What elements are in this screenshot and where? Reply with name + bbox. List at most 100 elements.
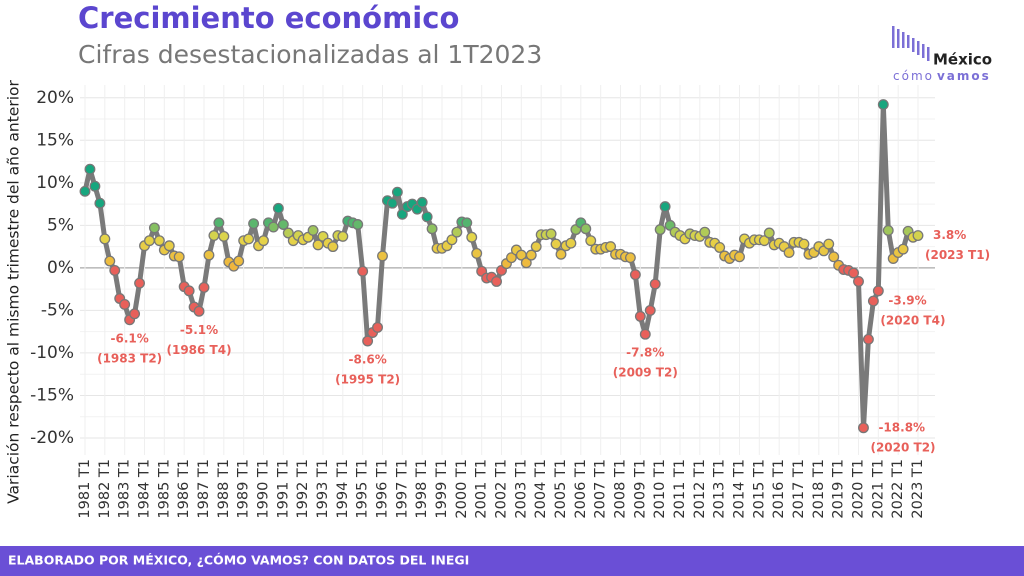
x-tick-label: 2013 T1 [712,459,728,519]
point [89,180,101,192]
x-tick-label: 2000 T1 [454,459,470,519]
point [148,222,160,234]
point [634,310,646,322]
point [218,230,230,242]
point [624,252,636,264]
data-label: 3.8% [933,228,966,242]
point [897,243,909,255]
x-tick-label: 2012 T1 [692,459,708,519]
x-tick-label: 2018 T1 [811,459,827,519]
point [654,224,666,236]
y-tick-label: 15% [36,130,74,150]
data-label: -6.1% [110,331,148,345]
x-tick-label: 1989 T1 [236,459,252,519]
data-label: -8.6% [348,353,386,367]
marks [79,99,924,434]
point [580,223,592,235]
point [734,251,745,263]
point [629,269,641,281]
x-tick-label: 1995 T1 [355,459,371,519]
point [337,230,349,242]
point [193,305,205,317]
point [471,247,483,259]
x-tick-label: 2022 T1 [890,459,906,519]
x-tick-label: 2019 T1 [831,459,847,519]
x-tick-label: 1993 T1 [315,459,331,519]
point [853,276,864,287]
x-tick-label: 2017 T1 [791,459,807,519]
point [396,208,408,220]
point [763,227,775,239]
point [307,224,319,236]
x-tick-label: 1985 T1 [156,459,172,519]
point [99,233,111,245]
data-note: (2023 T1) [925,248,990,262]
point [867,295,879,307]
point [585,235,597,247]
x-tick-label: 1983 T1 [117,459,133,519]
point [213,217,225,229]
x-tick-label: 1997 T1 [394,459,410,519]
y-tick-label: -5% [41,300,74,320]
x-tick-label: 2014 T1 [732,459,748,519]
x-tick-label: 2021 T1 [870,459,886,519]
x-tick-label: 1986 T1 [176,459,192,519]
point [129,308,141,320]
point [505,252,517,264]
logo-tagline-light: cómo [893,69,934,83]
x-tick-label: 1996 T1 [375,459,391,519]
point [163,240,175,252]
point [530,241,542,253]
point [173,251,185,263]
x-tick-label: 2015 T1 [751,459,767,519]
y-axis-title: Variación respecto al mismo trimestre de… [5,80,23,504]
point [823,238,835,250]
point [912,230,924,242]
point [267,221,279,233]
point [94,197,106,209]
point [233,255,245,267]
point [758,235,770,247]
x-tick-label: 2011 T1 [672,459,688,519]
point [153,235,165,247]
point [639,328,651,340]
point [451,226,463,238]
point [659,201,671,213]
point [555,248,567,260]
y-tick-label: 5% [47,215,74,235]
y-tick-label: 10% [36,173,74,193]
point [352,219,364,230]
point [848,267,859,279]
x-tick-label: 2002 T1 [494,459,510,519]
point [372,321,383,333]
point [605,241,617,253]
point [862,333,874,345]
data-note: (1995 T2) [335,373,400,387]
x-tick-label: 2010 T1 [652,459,668,519]
x-tick-label: 2001 T1 [474,459,490,519]
x-tick-label: 2003 T1 [513,459,529,519]
point [282,227,294,239]
y-tick-label: 0% [47,258,74,278]
point [714,242,726,253]
footer-bar [0,546,1024,576]
point [783,247,795,259]
point [208,230,220,242]
point [426,223,438,235]
point [109,264,121,276]
data-label: -5.1% [180,323,218,337]
point [144,235,155,247]
point [391,186,403,198]
data-note: (2009 T2) [613,366,678,380]
point [491,276,502,287]
point [699,226,711,238]
point [858,422,869,434]
point [134,277,145,289]
x-tick-label: 2016 T1 [771,459,787,519]
x-tick-label: 1981 T1 [77,459,93,519]
x-tick-label: 2004 T1 [533,459,549,519]
point [649,278,661,290]
x-tick-label: 2009 T1 [632,459,648,519]
x-tick-label: 1990 T1 [256,459,272,519]
point [119,298,131,310]
